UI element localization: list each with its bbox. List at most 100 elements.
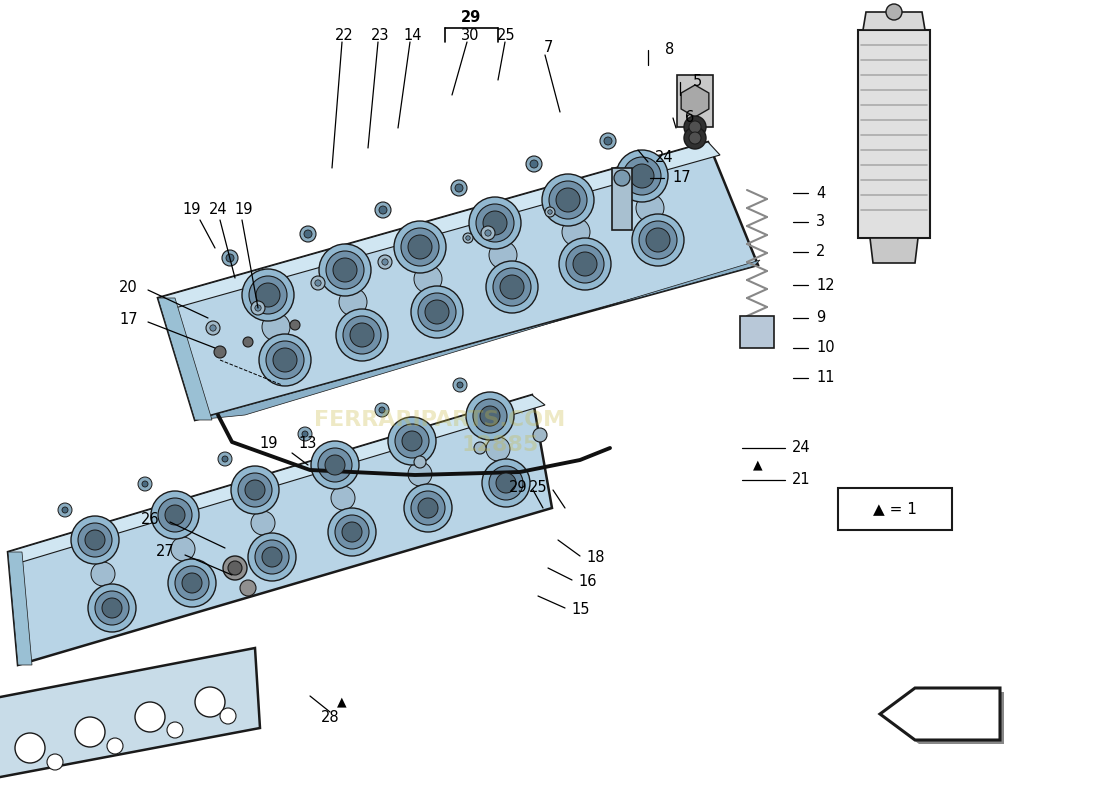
Polygon shape — [740, 316, 774, 348]
Circle shape — [195, 687, 226, 717]
Circle shape — [304, 230, 312, 238]
Circle shape — [158, 498, 192, 532]
Text: 29: 29 — [509, 479, 528, 494]
Circle shape — [88, 584, 136, 632]
Polygon shape — [8, 395, 552, 665]
Text: FERRARIPARTS.COM: FERRARIPARTS.COM — [315, 410, 565, 430]
Polygon shape — [612, 168, 632, 230]
Circle shape — [639, 221, 676, 259]
Text: 9: 9 — [816, 310, 825, 326]
Circle shape — [75, 717, 104, 747]
Circle shape — [493, 268, 531, 306]
Circle shape — [311, 276, 324, 290]
Circle shape — [151, 491, 199, 539]
Polygon shape — [681, 85, 708, 117]
Circle shape — [689, 121, 701, 133]
Circle shape — [378, 255, 392, 269]
Circle shape — [328, 508, 376, 556]
Circle shape — [614, 170, 630, 186]
Circle shape — [480, 406, 501, 426]
Circle shape — [333, 258, 358, 282]
Text: 11: 11 — [816, 370, 835, 386]
Circle shape — [394, 221, 446, 273]
Text: ▲: ▲ — [754, 458, 762, 471]
Circle shape — [256, 283, 280, 307]
Text: 24: 24 — [792, 441, 811, 455]
Circle shape — [542, 174, 594, 226]
Circle shape — [388, 417, 436, 465]
Circle shape — [168, 559, 216, 607]
Circle shape — [530, 160, 538, 168]
Circle shape — [455, 184, 463, 192]
Text: 24: 24 — [209, 202, 228, 218]
Circle shape — [544, 207, 556, 217]
Circle shape — [562, 218, 590, 246]
Circle shape — [402, 431, 422, 451]
Text: 8: 8 — [666, 42, 674, 58]
Text: 12885: 12885 — [461, 435, 539, 455]
Text: 6: 6 — [685, 110, 694, 126]
Circle shape — [604, 137, 612, 145]
Circle shape — [408, 462, 432, 486]
Circle shape — [300, 226, 316, 242]
Circle shape — [290, 320, 300, 330]
Circle shape — [600, 133, 616, 149]
Circle shape — [218, 452, 232, 466]
Text: 13: 13 — [298, 435, 317, 450]
Circle shape — [255, 305, 261, 311]
Circle shape — [404, 484, 452, 532]
Circle shape — [418, 498, 438, 518]
Circle shape — [326, 251, 364, 289]
Circle shape — [226, 254, 234, 262]
Circle shape — [382, 259, 388, 265]
Circle shape — [91, 562, 116, 586]
Circle shape — [463, 233, 473, 243]
Text: 4: 4 — [816, 186, 825, 201]
Circle shape — [242, 269, 294, 321]
Circle shape — [135, 702, 165, 732]
Circle shape — [339, 288, 367, 316]
Text: 25: 25 — [529, 479, 548, 494]
Circle shape — [636, 194, 664, 222]
Text: 24: 24 — [654, 150, 673, 166]
Text: 27: 27 — [156, 545, 175, 559]
Circle shape — [395, 424, 429, 458]
Circle shape — [474, 442, 486, 454]
Circle shape — [559, 238, 610, 290]
Circle shape — [534, 428, 547, 442]
Text: 21: 21 — [792, 473, 811, 487]
Circle shape — [214, 346, 225, 358]
Polygon shape — [8, 552, 32, 665]
Circle shape — [311, 441, 359, 489]
Circle shape — [47, 754, 63, 770]
Polygon shape — [884, 692, 1004, 744]
Circle shape — [206, 321, 220, 335]
Circle shape — [62, 507, 68, 513]
Circle shape — [466, 392, 514, 440]
Circle shape — [342, 522, 362, 542]
Circle shape — [324, 455, 345, 475]
Circle shape — [262, 313, 290, 341]
Circle shape — [465, 236, 471, 240]
Polygon shape — [864, 12, 925, 30]
Circle shape — [418, 293, 456, 331]
Text: 3: 3 — [816, 214, 825, 230]
Circle shape — [616, 150, 668, 202]
Text: 20: 20 — [119, 281, 138, 295]
Circle shape — [85, 530, 104, 550]
Text: 14: 14 — [404, 27, 422, 42]
Circle shape — [379, 407, 385, 413]
Text: 25: 25 — [497, 27, 515, 42]
Circle shape — [630, 164, 654, 188]
Text: 17: 17 — [672, 170, 691, 186]
Text: 26: 26 — [142, 513, 160, 527]
Circle shape — [15, 733, 45, 763]
Circle shape — [255, 540, 289, 574]
Circle shape — [526, 156, 542, 172]
Circle shape — [481, 226, 495, 240]
Circle shape — [331, 486, 355, 510]
Circle shape — [336, 309, 388, 361]
Circle shape — [414, 456, 426, 468]
Circle shape — [245, 480, 265, 500]
Circle shape — [490, 241, 517, 269]
